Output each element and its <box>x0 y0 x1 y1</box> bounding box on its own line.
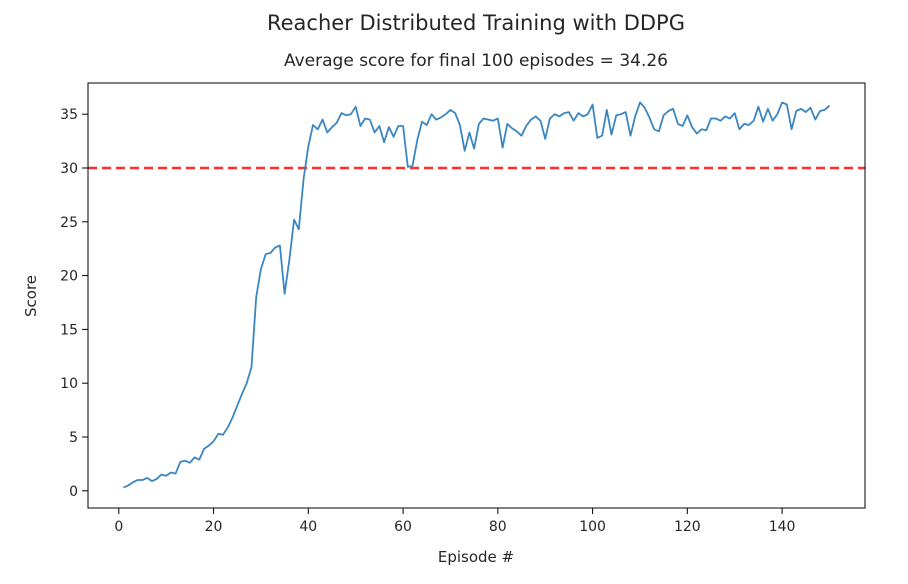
y-tick-label: 15 <box>60 322 78 338</box>
chart-title: Reacher Distributed Training with DDPG <box>267 11 685 35</box>
x-tick-label: 140 <box>769 519 796 535</box>
x-tick-label: 20 <box>205 519 223 535</box>
y-tick-label: 30 <box>60 161 78 177</box>
y-tick-label: 10 <box>60 376 78 392</box>
x-tick-label: 120 <box>674 519 701 535</box>
y-axis-label: Score <box>22 275 40 317</box>
y-tick-label: 25 <box>60 215 78 231</box>
x-tick-label: 60 <box>394 519 412 535</box>
axes-frame <box>87 82 866 509</box>
y-tick-label: 20 <box>60 269 78 285</box>
x-tick-label: 100 <box>579 519 606 535</box>
score-line <box>123 101 831 489</box>
x-tick-label: 40 <box>299 519 317 535</box>
x-axis-label: Episode # <box>438 548 514 566</box>
plot-area: 0 20 40 60 80 100 120 140 0 5 10 15 20 25 30 35 <box>60 82 866 535</box>
x-tick-label: 0 <box>114 519 123 535</box>
y-tick-label: 35 <box>60 107 78 123</box>
y-tick-label: 0 <box>69 484 78 500</box>
y-tick-label: 5 <box>69 430 78 446</box>
chart-subtitle: Average score for final 100 episodes = 3… <box>284 51 668 71</box>
x-tick-label: 80 <box>489 519 507 535</box>
